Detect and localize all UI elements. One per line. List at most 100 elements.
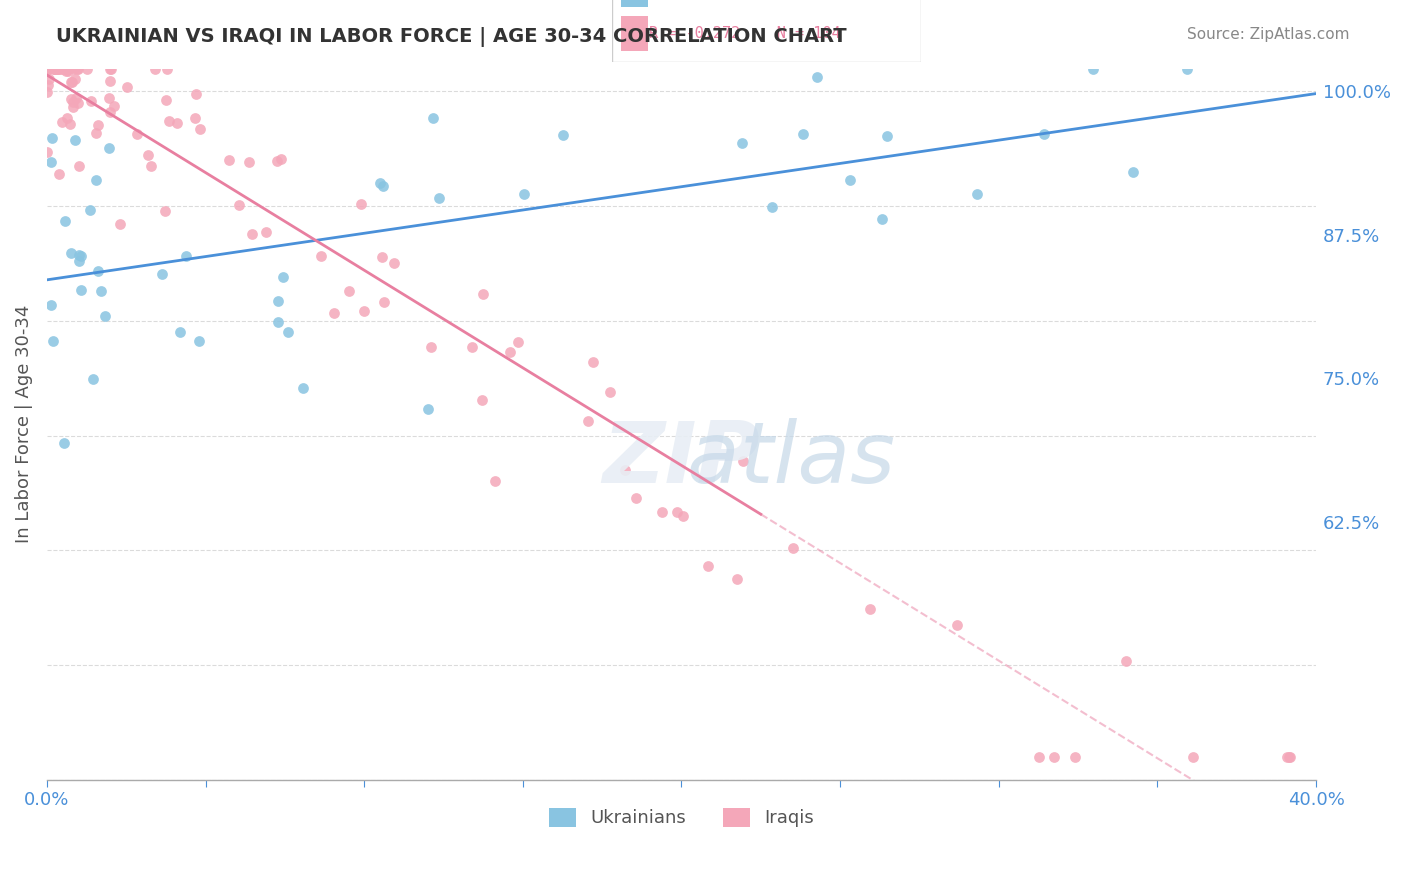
Point <box>157 114 180 128</box>
Point <box>97 141 120 155</box>
Point <box>665 505 688 519</box>
Point <box>614 463 637 477</box>
Point <box>384 256 406 270</box>
Point <box>1028 749 1050 764</box>
Point <box>266 153 288 168</box>
Point <box>484 475 506 489</box>
Point <box>39 297 62 311</box>
Point <box>697 559 720 574</box>
Point <box>67 248 90 262</box>
Point <box>98 62 121 76</box>
Point <box>63 62 86 76</box>
Text: UKRAINIAN VS IRAQI IN LABOR FORCE | AGE 30-34 CORRELATION CHART: UKRAINIAN VS IRAQI IN LABOR FORCE | AGE … <box>56 27 846 46</box>
Point <box>870 211 893 226</box>
Point <box>62 100 84 114</box>
Point <box>169 325 191 339</box>
Point <box>45 62 67 76</box>
Point <box>506 335 529 350</box>
Point <box>731 136 754 151</box>
Point <box>44 62 66 76</box>
Point <box>48 167 70 181</box>
Point <box>471 393 494 408</box>
Point <box>1064 749 1087 764</box>
Point <box>46 62 69 76</box>
Point <box>174 249 197 263</box>
Point <box>582 355 605 369</box>
Point <box>782 541 804 555</box>
Point <box>267 293 290 308</box>
Point <box>42 334 65 349</box>
Point <box>38 62 60 76</box>
Point <box>136 148 159 162</box>
Point <box>150 267 173 281</box>
Point <box>56 111 79 125</box>
Point <box>37 145 59 159</box>
Point <box>80 94 103 108</box>
Point <box>84 126 107 140</box>
Point <box>1275 749 1298 764</box>
Point <box>422 111 444 125</box>
Point <box>576 414 599 428</box>
Point <box>79 202 101 217</box>
Point <box>368 176 391 190</box>
Point <box>1083 62 1105 76</box>
Point <box>188 122 211 136</box>
Point <box>67 160 90 174</box>
Point <box>86 173 108 187</box>
Point <box>59 117 82 131</box>
Point <box>62 95 84 110</box>
Point <box>166 116 188 130</box>
Point <box>44 62 66 76</box>
Point <box>82 372 104 386</box>
Point <box>761 200 783 214</box>
Point <box>139 159 162 173</box>
Point <box>733 454 755 468</box>
Point <box>60 245 83 260</box>
Point <box>1115 654 1137 668</box>
Point <box>461 340 484 354</box>
Point <box>115 80 138 95</box>
Point <box>1033 127 1056 141</box>
Legend: Ukrainians, Iraqis: Ukrainians, Iraqis <box>541 801 821 835</box>
Point <box>52 436 75 450</box>
Point <box>63 72 86 87</box>
Point <box>876 128 898 143</box>
Point <box>271 269 294 284</box>
Bar <box>621 0 648 7</box>
Point <box>41 154 63 169</box>
Point <box>90 284 112 298</box>
Point <box>254 225 277 239</box>
Point <box>311 249 333 263</box>
Point <box>41 131 63 145</box>
Point <box>51 62 73 76</box>
Point <box>337 284 360 298</box>
Point <box>188 334 211 348</box>
Point <box>945 618 967 632</box>
Point <box>420 340 443 354</box>
Point <box>1043 749 1066 764</box>
Point <box>472 286 495 301</box>
Point <box>806 70 828 84</box>
Point <box>499 345 522 359</box>
Point <box>53 214 76 228</box>
Point <box>70 249 93 263</box>
Point <box>51 115 73 129</box>
Point <box>373 295 395 310</box>
Point <box>37 78 59 92</box>
Point <box>626 491 648 505</box>
Point <box>55 64 77 78</box>
Point <box>350 196 373 211</box>
Point <box>277 325 299 339</box>
Point <box>56 64 79 78</box>
Point <box>69 283 91 297</box>
Point <box>672 508 695 523</box>
Point <box>292 381 315 395</box>
Point <box>218 153 240 167</box>
Point <box>371 178 394 193</box>
Point <box>353 304 375 318</box>
Point <box>143 62 166 77</box>
Point <box>38 62 60 76</box>
Point <box>63 133 86 147</box>
Point <box>103 99 125 113</box>
Point <box>1278 749 1301 764</box>
